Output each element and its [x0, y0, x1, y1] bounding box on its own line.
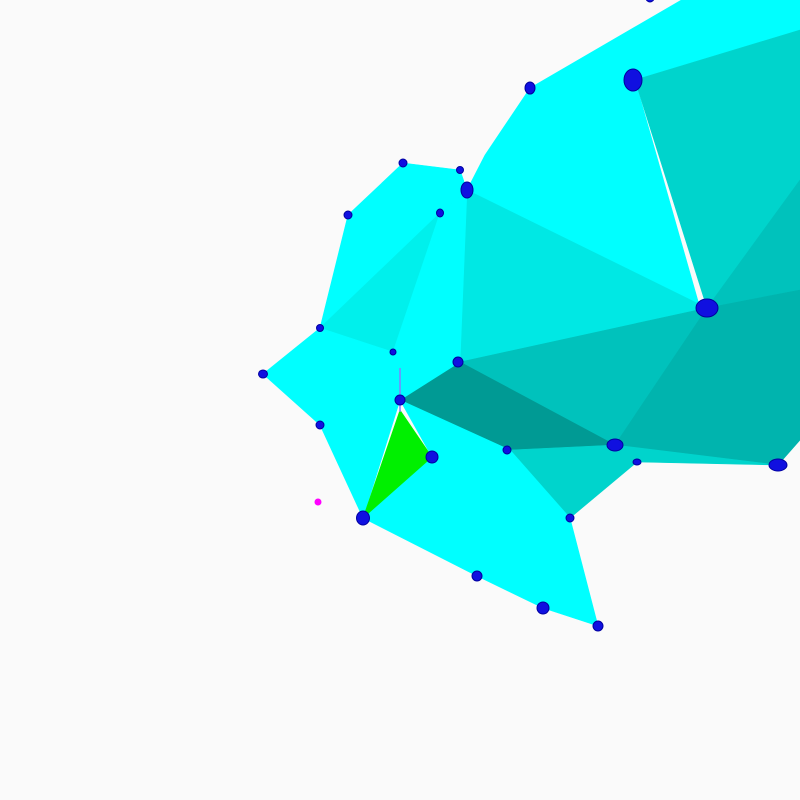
highlighted-face[interactable] [362, 409, 433, 519]
vertex-marker[interactable] [425, 450, 439, 464]
vertex-marker[interactable] [592, 620, 604, 632]
vertex-marker[interactable] [768, 458, 788, 472]
selection-marker[interactable] [314, 498, 322, 506]
vertex-marker[interactable] [343, 210, 353, 220]
vertex-marker[interactable] [436, 208, 444, 218]
vertex-marker[interactable] [389, 348, 397, 356]
vertex-marker[interactable] [524, 81, 536, 95]
vertex-marker[interactable] [315, 420, 325, 430]
mesh-face [634, 29, 800, 309]
vertex-marker[interactable] [471, 570, 483, 582]
vertex-marker[interactable] [632, 458, 642, 466]
vertex-marker[interactable] [695, 298, 719, 318]
mesh-vertices [258, 0, 788, 632]
vertex-marker[interactable] [456, 166, 464, 174]
vertex-marker[interactable] [606, 438, 624, 452]
vertex-marker[interactable] [356, 510, 370, 526]
vertex-marker[interactable] [536, 601, 550, 615]
vertex-marker[interactable] [565, 513, 575, 523]
vertex-marker[interactable] [460, 181, 474, 199]
vertex-marker[interactable] [398, 158, 408, 168]
vertex-marker[interactable] [394, 394, 406, 406]
mesh-faces [262, 0, 800, 627]
vertex-marker[interactable] [645, 0, 655, 3]
vertex-marker[interactable] [452, 356, 464, 368]
mesh-face [614, 289, 800, 466]
vertex-marker[interactable] [316, 324, 324, 332]
vertex-marker[interactable] [623, 68, 643, 92]
vertex-marker[interactable] [502, 445, 512, 455]
vertex-marker[interactable] [258, 369, 268, 379]
